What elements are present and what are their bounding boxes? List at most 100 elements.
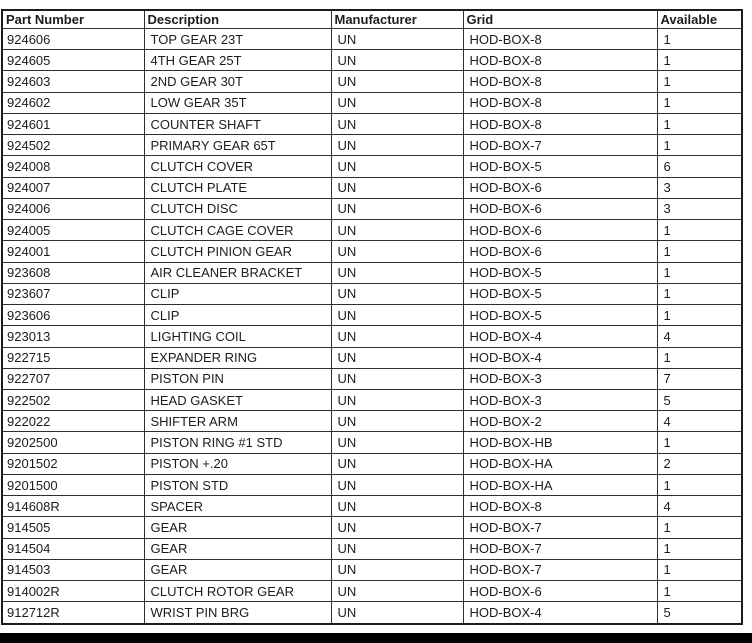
cell-available: 1	[656, 537, 743, 560]
table-row: 914503 GEAR UN HOD-BOX-7 1	[1, 558, 743, 582]
cell-part-number: 924001	[1, 240, 145, 263]
cell-grid: HOD-BOX-4	[462, 346, 658, 369]
cell-grid: HOD-BOX-5	[462, 304, 658, 327]
cell-description: EXPANDER RING	[143, 346, 332, 369]
cell-manufacturer: UN	[330, 346, 464, 369]
cell-part-number: 922707	[1, 367, 145, 390]
cell-grid: HOD-BOX-7	[462, 134, 658, 157]
parts-table-body: 924606 TOP GEAR 23T UN HOD-BOX-8 1 924605 4TH …	[1, 27, 743, 625]
header-row: Part Number Description Manufacturer Grid Av…	[1, 9, 743, 29]
cell-part-number: 924602	[1, 91, 145, 114]
cell-description: LOW GEAR 35T	[143, 91, 332, 114]
cell-available: 4	[656, 495, 743, 518]
cell-available: 1	[656, 112, 743, 136]
cell-available: 1	[656, 304, 743, 327]
cell-manufacturer: UN	[330, 388, 464, 412]
cell-description: 4TH GEAR 25T	[143, 49, 332, 72]
cell-description: CLUTCH ROTOR GEAR	[143, 580, 332, 603]
cell-part-number: 9201500	[1, 473, 145, 497]
table-row: 9201500 PISTON STD UN HOD-BOX-HA 1	[1, 473, 743, 497]
cell-description: CLUTCH DISC	[143, 197, 332, 221]
cell-available: 3	[656, 197, 743, 221]
cell-available: 4	[656, 410, 743, 433]
table-row: 923013 LIGHTING COIL UN HOD-BOX-4 4	[1, 325, 743, 348]
cell-grid: HOD-BOX-5	[462, 155, 658, 178]
cell-description: GEAR	[143, 516, 332, 539]
cell-manufacturer: UN	[330, 219, 464, 242]
cell-part-number: 914503	[1, 558, 145, 582]
table-row: 924602 LOW GEAR 35T UN HOD-BOX-8 1	[1, 91, 743, 114]
cell-manufacturer: UN	[330, 558, 464, 582]
column-header-manufacturer: Manufacturer	[330, 9, 464, 29]
cell-grid: HOD-BOX-6	[462, 580, 658, 603]
cell-part-number: 914002R	[1, 580, 145, 603]
cell-description: PRIMARY GEAR 65T	[143, 134, 332, 157]
cell-grid: HOD-BOX-5	[462, 282, 658, 306]
cell-part-number: 923608	[1, 261, 145, 284]
cell-description: CLIP	[143, 282, 332, 306]
cell-grid: HOD-BOX-8	[462, 112, 658, 136]
cell-manufacturer: UN	[330, 134, 464, 157]
parts-table: Part Number Description Manufacturer Grid Av…	[1, 9, 743, 625]
cell-part-number: 923013	[1, 325, 145, 348]
cell-description: CLUTCH CAGE COVER	[143, 219, 332, 242]
cell-grid: HOD-BOX-8	[462, 49, 658, 72]
table-row: 924005 CLUTCH CAGE COVER UN HOD-BOX-6 1	[1, 219, 743, 242]
cell-available: 1	[656, 219, 743, 242]
cell-grid: HOD-BOX-5	[462, 261, 658, 284]
cell-available: 5	[656, 388, 743, 412]
table-row: 922502 HEAD GASKET UN HOD-BOX-3 5	[1, 388, 743, 412]
cell-manufacturer: UN	[330, 49, 464, 72]
cell-grid: HOD-BOX-6	[462, 176, 658, 199]
cell-manufacturer: UN	[330, 452, 464, 475]
cell-available: 1	[656, 580, 743, 603]
cell-available: 4	[656, 325, 743, 348]
table-row: 914504 GEAR UN HOD-BOX-7 1	[1, 537, 743, 560]
cell-part-number: 924601	[1, 112, 145, 136]
cell-available: 1	[656, 261, 743, 284]
cell-part-number: 924005	[1, 219, 145, 242]
cell-part-number: 914504	[1, 537, 145, 560]
cell-description: PISTON RING #1 STD	[143, 431, 332, 454]
cell-grid: HOD-BOX-2	[462, 410, 658, 433]
cell-manufacturer: UN	[330, 325, 464, 348]
cell-manufacturer: UN	[330, 495, 464, 518]
cell-grid: HOD-BOX-8	[462, 495, 658, 518]
cell-available: 1	[656, 134, 743, 157]
cell-available: 1	[656, 70, 743, 93]
table-row: 924605 4TH GEAR 25T UN HOD-BOX-8 1	[1, 49, 743, 72]
column-header-grid: Grid	[462, 9, 658, 29]
cell-available: 1	[656, 240, 743, 263]
cell-description: COUNTER SHAFT	[143, 112, 332, 136]
cell-grid: HOD-BOX-8	[462, 27, 658, 51]
cell-manufacturer: UN	[330, 240, 464, 263]
cell-description: PISTON STD	[143, 473, 332, 497]
cell-part-number: 922715	[1, 346, 145, 369]
table-row: 922022 SHIFTER ARM UN HOD-BOX-2 4	[1, 410, 743, 433]
cell-part-number: 924502	[1, 134, 145, 157]
cell-part-number: 9201502	[1, 452, 145, 475]
cell-grid: HOD-BOX-8	[462, 70, 658, 93]
cell-description: HEAD GASKET	[143, 388, 332, 412]
cell-manufacturer: UN	[330, 580, 464, 603]
cell-available: 5	[656, 601, 743, 625]
cell-grid: HOD-BOX-3	[462, 367, 658, 390]
cell-grid: HOD-BOX-4	[462, 325, 658, 348]
cell-manufacturer: UN	[330, 155, 464, 178]
cell-grid: HOD-BOX-8	[462, 91, 658, 114]
cell-manufacturer: UN	[330, 473, 464, 497]
cell-manufacturer: UN	[330, 367, 464, 390]
cell-part-number: 914608R	[1, 495, 145, 518]
cell-description: SHIFTER ARM	[143, 410, 332, 433]
cell-part-number: 914505	[1, 516, 145, 539]
cell-part-number: 924606	[1, 27, 145, 51]
cell-manufacturer: UN	[330, 282, 464, 306]
cell-available: 1	[656, 49, 743, 72]
cell-part-number: 922502	[1, 388, 145, 412]
table-row: 922715 EXPANDER RING UN HOD-BOX-4 1	[1, 346, 743, 369]
table-row: 914505 GEAR UN HOD-BOX-7 1	[1, 516, 743, 539]
cell-available: 1	[656, 346, 743, 369]
table-row: 914608R SPACER UN HOD-BOX-8 4	[1, 495, 743, 518]
cell-manufacturer: UN	[330, 112, 464, 136]
column-header-part-number: Part Number	[1, 9, 145, 29]
